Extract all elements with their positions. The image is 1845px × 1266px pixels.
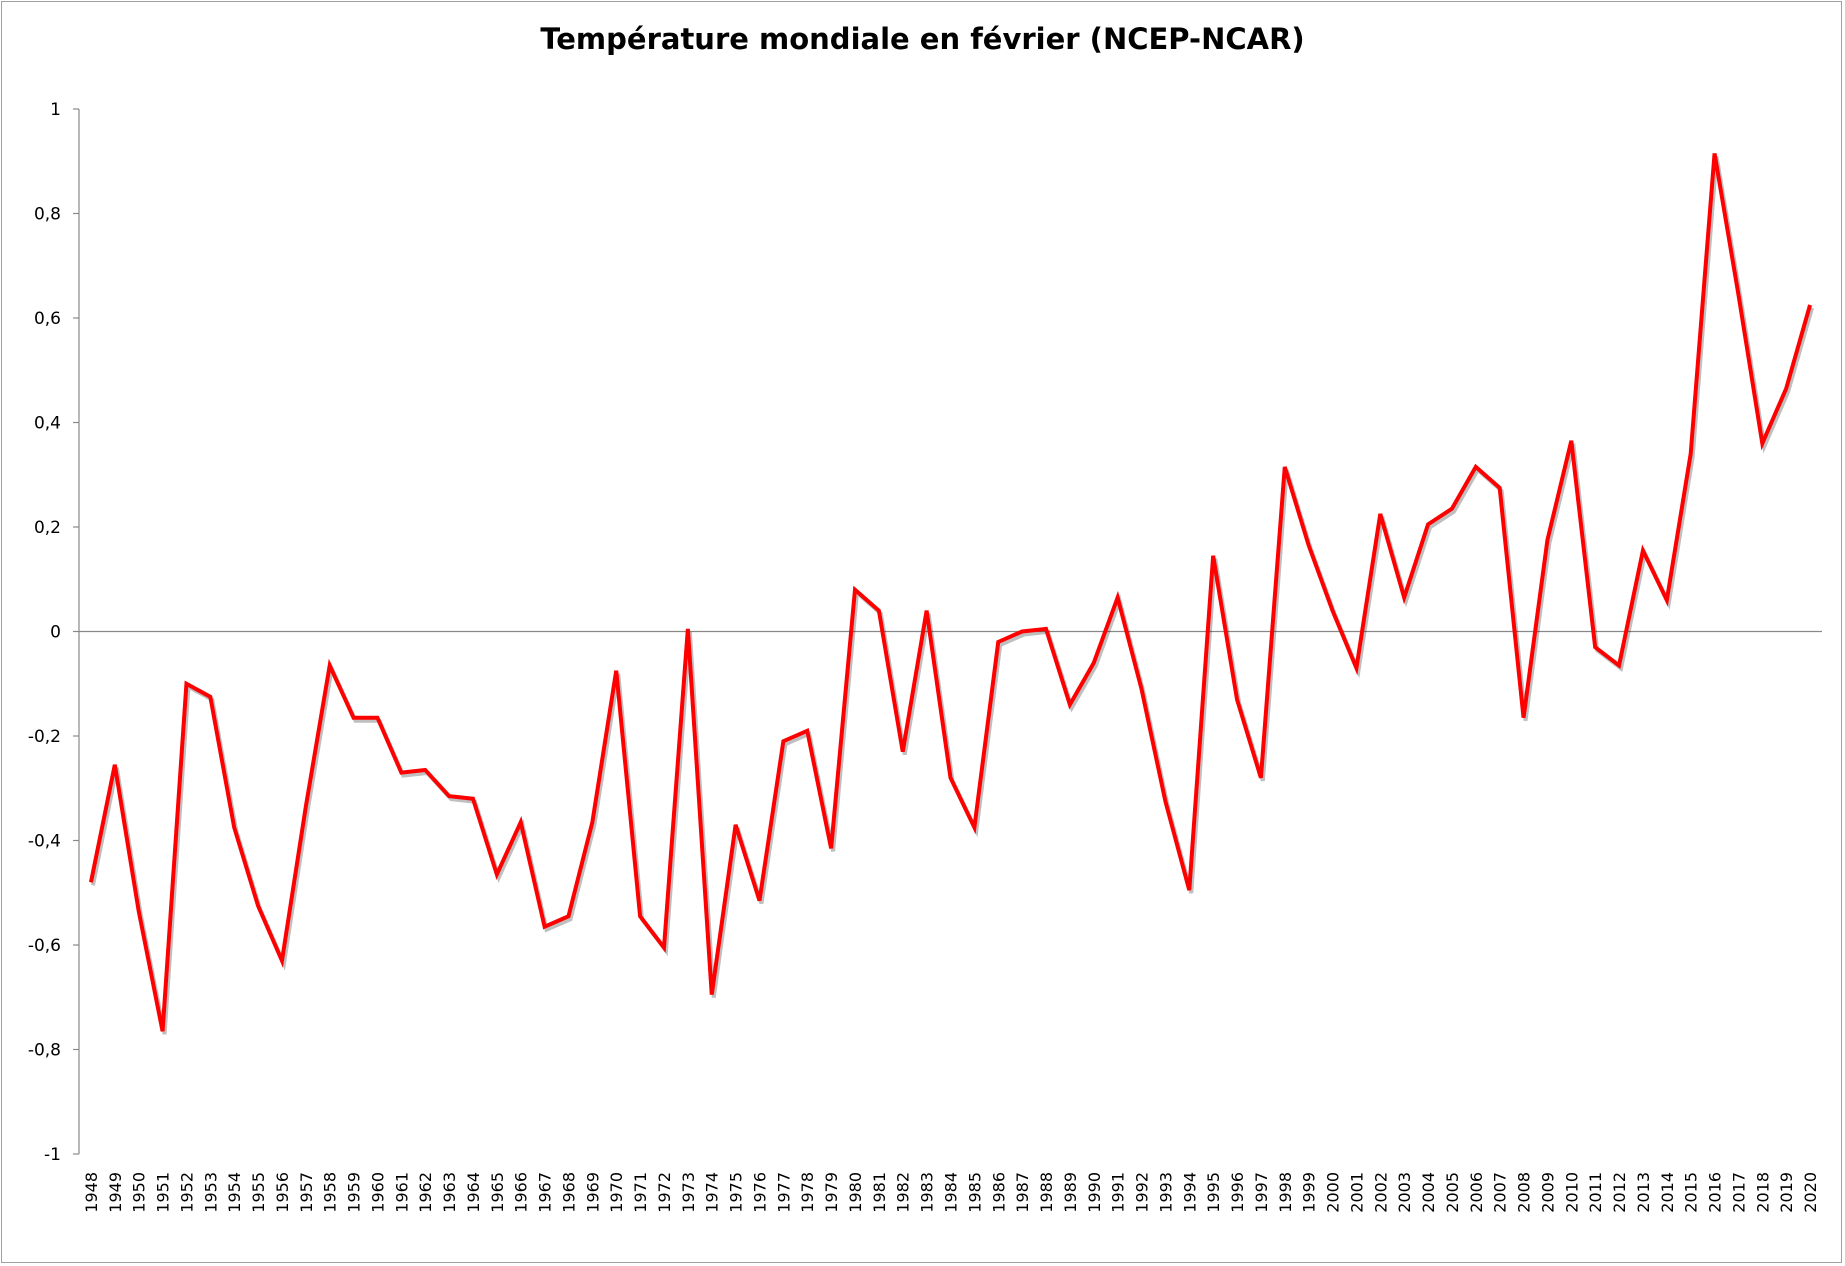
x-tick-label: 2003: [1395, 1172, 1414, 1213]
x-tick-label: 1958: [321, 1172, 340, 1213]
x-tick-label: 1975: [727, 1172, 746, 1213]
x-tick-label: 1965: [488, 1172, 507, 1213]
y-tick-label: -0,8: [28, 1041, 61, 1061]
x-tick-label: 2002: [1371, 1172, 1390, 1213]
x-tick-label: 2001: [1347, 1172, 1366, 1213]
x-tick-label: 1968: [559, 1172, 578, 1213]
y-tick-label: 0,4: [34, 414, 61, 434]
x-tick-label: 2005: [1443, 1172, 1462, 1213]
y-tick-label: -0,4: [28, 832, 61, 852]
y-tick-label: -0,6: [28, 936, 61, 956]
x-tick-label: 2004: [1419, 1172, 1438, 1213]
x-tick-label: 1978: [798, 1172, 817, 1213]
x-tick-label: 2006: [1467, 1172, 1486, 1213]
x-tick-label: 1998: [1276, 1172, 1295, 1213]
x-tick-label: 2009: [1538, 1172, 1557, 1213]
x-tick-label: 1949: [106, 1172, 125, 1213]
x-tick-label: 2012: [1610, 1172, 1629, 1213]
x-tick-label: 1961: [392, 1172, 411, 1213]
x-tick-label: 1952: [177, 1172, 196, 1213]
x-tick-label: 1954: [225, 1172, 244, 1213]
x-tick-label: 1984: [942, 1172, 961, 1213]
x-tick-label: 1996: [1228, 1172, 1247, 1213]
x-tick-label: 1976: [750, 1172, 769, 1213]
x-tick-label: 1948: [82, 1172, 101, 1213]
x-tick-label: 1972: [655, 1172, 674, 1213]
x-tick-label: 2013: [1634, 1172, 1653, 1213]
x-tick-label: 1982: [894, 1172, 913, 1213]
chart-title: Température mondiale en février (NCEP-NC…: [540, 22, 1305, 56]
x-tick-label: 2008: [1515, 1172, 1534, 1213]
x-tick-label: 1993: [1156, 1172, 1175, 1213]
x-tick-label: 1994: [1180, 1172, 1199, 1213]
series-line-shadow: [90, 156, 1814, 1035]
x-tick-label: 1981: [870, 1172, 889, 1213]
x-tick-label: 1963: [440, 1172, 459, 1213]
x-tick-label: 1969: [583, 1172, 602, 1213]
x-tick-label: 1955: [249, 1172, 268, 1213]
x-tick-label: 1960: [368, 1172, 387, 1213]
x-tick-label: 1950: [130, 1172, 149, 1213]
x-tick-label: 2017: [1729, 1172, 1748, 1213]
x-tick-label: 2014: [1658, 1172, 1677, 1213]
x-tick-label: 1977: [774, 1172, 793, 1213]
series-line: [88, 153, 1812, 1032]
x-tick-label: 1980: [846, 1172, 865, 1213]
x-tick-label: 1986: [989, 1172, 1008, 1213]
x-tick-label: 1973: [679, 1172, 698, 1213]
x-tick-label: 2016: [1706, 1172, 1725, 1213]
x-tick-label: 1985: [965, 1172, 984, 1213]
x-tick-label: 2000: [1324, 1172, 1343, 1213]
y-tick-label: 0,6: [34, 309, 61, 329]
y-tick-label: 0,2: [34, 518, 61, 538]
x-tick-label: 2010: [1562, 1172, 1581, 1213]
x-tick-label: 1992: [1133, 1172, 1152, 1213]
x-tick-label: 1989: [1061, 1172, 1080, 1213]
x-tick-label: 1964: [464, 1172, 483, 1213]
x-tick-label: 1959: [345, 1172, 364, 1213]
x-tick-label: 1962: [416, 1172, 435, 1213]
x-tick-label: 1974: [703, 1172, 722, 1213]
x-tick-label: 1999: [1300, 1172, 1319, 1213]
x-tick-label: 2015: [1682, 1172, 1701, 1213]
x-tick-label: 1987: [1013, 1172, 1032, 1213]
x-tick-label: 1966: [512, 1172, 531, 1213]
x-tick-label: 2020: [1801, 1172, 1820, 1213]
x-tick-label: 2018: [1753, 1172, 1772, 1213]
y-tick-label: 0: [50, 623, 61, 643]
x-tick-label: 1971: [631, 1172, 650, 1213]
x-tick-label: 1956: [273, 1172, 292, 1213]
x-tick-label: 1967: [536, 1172, 555, 1213]
x-tick-label: 2007: [1491, 1172, 1510, 1213]
x-tick-label: 1995: [1204, 1172, 1223, 1213]
x-tick-label: 1957: [297, 1172, 316, 1213]
y-tick-label: -1: [44, 1145, 61, 1165]
y-tick-label: 1: [50, 100, 61, 120]
x-tick-label: 1951: [154, 1172, 173, 1213]
x-tick-label: 1970: [607, 1172, 626, 1213]
y-tick-label: 0,8: [34, 205, 61, 225]
x-tick-label: 2011: [1586, 1172, 1605, 1213]
x-tick-label: 1988: [1037, 1172, 1056, 1213]
x-tick-label: 2019: [1777, 1172, 1796, 1213]
x-tick-label: 1991: [1109, 1172, 1128, 1213]
x-tick-label: 1990: [1085, 1172, 1104, 1213]
x-tick-label: 1953: [201, 1172, 220, 1213]
y-tick-label: -0,2: [28, 727, 61, 747]
x-tick-label: 1997: [1252, 1172, 1271, 1213]
x-tick-label: 1983: [918, 1172, 937, 1213]
x-tick-label: 1979: [822, 1172, 841, 1213]
